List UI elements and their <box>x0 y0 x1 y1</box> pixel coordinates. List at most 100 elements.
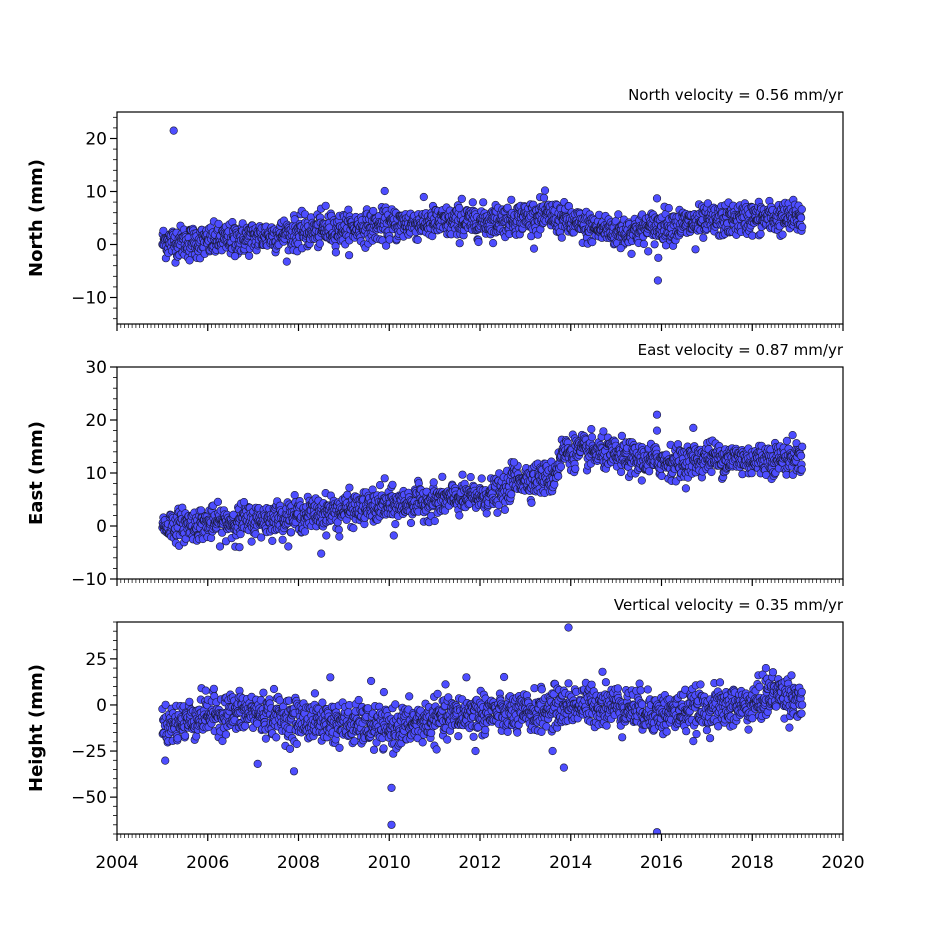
east-point <box>616 467 626 477</box>
east-point <box>247 537 256 546</box>
east-point <box>507 490 516 499</box>
east-point <box>345 483 354 492</box>
height-point <box>173 734 182 743</box>
north-point <box>455 239 464 248</box>
north-point <box>699 233 708 242</box>
east-point <box>637 476 646 485</box>
east-point <box>278 535 287 544</box>
east-point <box>482 509 491 518</box>
east-point <box>215 542 225 551</box>
north-outlier-point <box>169 126 178 135</box>
east-point <box>391 519 400 529</box>
north-outlier-point <box>230 252 240 261</box>
east-point <box>429 478 438 487</box>
height-title: Vertical velocity = 0.35 mm/yr <box>614 596 844 614</box>
east-outlier-point <box>335 532 344 541</box>
height-point <box>335 743 344 753</box>
height-point <box>269 684 279 694</box>
north-point <box>245 251 254 260</box>
east-outlier-point <box>380 474 389 483</box>
north-point <box>588 238 597 247</box>
east-point <box>571 464 580 473</box>
east-outlier-point <box>652 410 662 419</box>
east-point <box>438 472 447 481</box>
height-point <box>218 736 227 746</box>
east-point <box>213 497 222 507</box>
height-point <box>259 688 268 697</box>
height-point <box>418 738 427 747</box>
north-outlier-point <box>652 194 662 203</box>
north-outlier-point <box>691 245 700 254</box>
north-outlier-point <box>457 194 466 203</box>
east-point <box>556 462 566 471</box>
north-point <box>529 244 539 253</box>
north-point <box>214 219 223 228</box>
east-point <box>477 474 486 483</box>
east-point <box>287 528 296 537</box>
east-title: East velocity = 0.87 mm/yr <box>638 341 844 359</box>
height-point <box>433 689 442 699</box>
east-point <box>587 425 596 434</box>
height-point <box>443 735 452 744</box>
east-point <box>375 481 385 490</box>
north-point <box>479 198 488 207</box>
east-outlier-point <box>689 423 698 433</box>
north-point <box>614 210 623 219</box>
north-ytick-label: −10 <box>71 289 107 309</box>
east-outlier-point <box>652 426 662 435</box>
east-point <box>797 465 806 474</box>
height-point <box>181 731 190 740</box>
east-point <box>500 505 510 514</box>
height-point <box>379 744 388 753</box>
north-plot-frame <box>116 111 844 325</box>
north-outlier-point <box>616 244 625 253</box>
north-point <box>468 198 477 207</box>
north-points <box>158 126 807 285</box>
height-point <box>405 692 414 701</box>
east-point <box>466 473 475 482</box>
north-point <box>282 257 291 266</box>
east-point <box>554 472 563 481</box>
east-point <box>284 542 293 551</box>
height-point <box>292 739 301 749</box>
east-point <box>681 484 691 493</box>
north-point <box>474 237 483 247</box>
height-point <box>350 737 359 746</box>
height-point <box>391 700 400 709</box>
height-ylabel: Height (mm) <box>26 664 47 792</box>
north-point <box>385 235 394 244</box>
east-ytick-label: 0 <box>96 517 107 537</box>
east-point <box>599 427 608 436</box>
north-point <box>539 193 549 202</box>
north-point <box>413 235 422 244</box>
east-point <box>406 518 416 528</box>
east-ytick-label: 10 <box>85 464 107 484</box>
east-panel: East velocity = 0.87 mm/yr East (mm) −10… <box>26 341 844 590</box>
east-point <box>458 470 467 479</box>
north-outlier-point <box>380 186 389 196</box>
east-point <box>268 536 277 546</box>
height-panel: Vertical velocity = 0.35 mm/yr Height (m… <box>26 596 865 873</box>
north-point <box>644 247 653 256</box>
north-ytick-label: 0 <box>96 236 107 256</box>
east-point <box>747 469 756 478</box>
north-point <box>650 240 659 249</box>
north-title: North velocity = 0.56 mm/yr <box>628 86 844 104</box>
east-point <box>782 436 792 446</box>
north-point <box>382 241 391 250</box>
north-point <box>344 205 353 214</box>
north-point <box>756 229 765 239</box>
height-point <box>469 732 478 741</box>
east-point <box>645 467 654 476</box>
height-point <box>221 730 231 739</box>
north-point <box>639 239 649 249</box>
east-point <box>707 467 716 477</box>
height-point <box>261 734 271 743</box>
east-point <box>349 523 358 533</box>
north-panel: North velocity = 0.56 mm/yr North (mm) −… <box>26 86 844 331</box>
height-point <box>454 732 463 741</box>
east-point <box>257 533 266 542</box>
east-ytick-label: 30 <box>85 358 107 378</box>
